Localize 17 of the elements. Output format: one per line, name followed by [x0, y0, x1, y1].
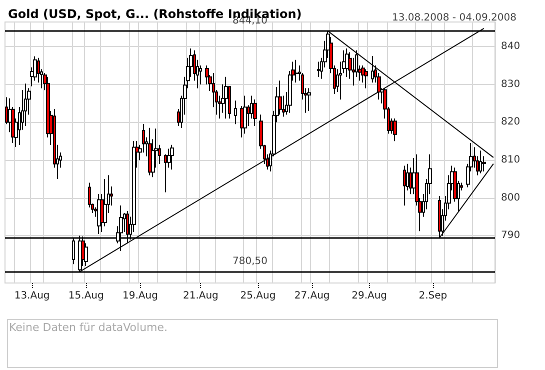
y-tick-label: 810: [501, 154, 520, 166]
y-tick-label: 790: [501, 230, 520, 242]
y-tick-label: 830: [501, 78, 520, 90]
y-tick-label: 820: [501, 116, 520, 128]
ref-line-label: 780,50: [232, 256, 268, 268]
x-tick-label: 27.Aug: [294, 290, 330, 302]
text: Keine Daten für dataVolume.: [9, 321, 168, 334]
x-tick-label: 2.Sep: [418, 290, 448, 302]
x-tick-label: 21.Aug: [182, 290, 218, 302]
y-tick-label: 840: [501, 41, 520, 52]
x-tick-label: 25.Aug: [240, 290, 276, 302]
x-tick-label: 29.Aug: [352, 290, 388, 302]
x-tick-label: 13.Aug: [14, 290, 50, 302]
x-tick-label: 15.Aug: [68, 290, 104, 302]
annotation: 13.08.2008 - 04.09.2008: [392, 12, 516, 24]
x-tick-label: 19.Aug: [122, 290, 158, 302]
y-tick-label: 800: [501, 192, 520, 204]
